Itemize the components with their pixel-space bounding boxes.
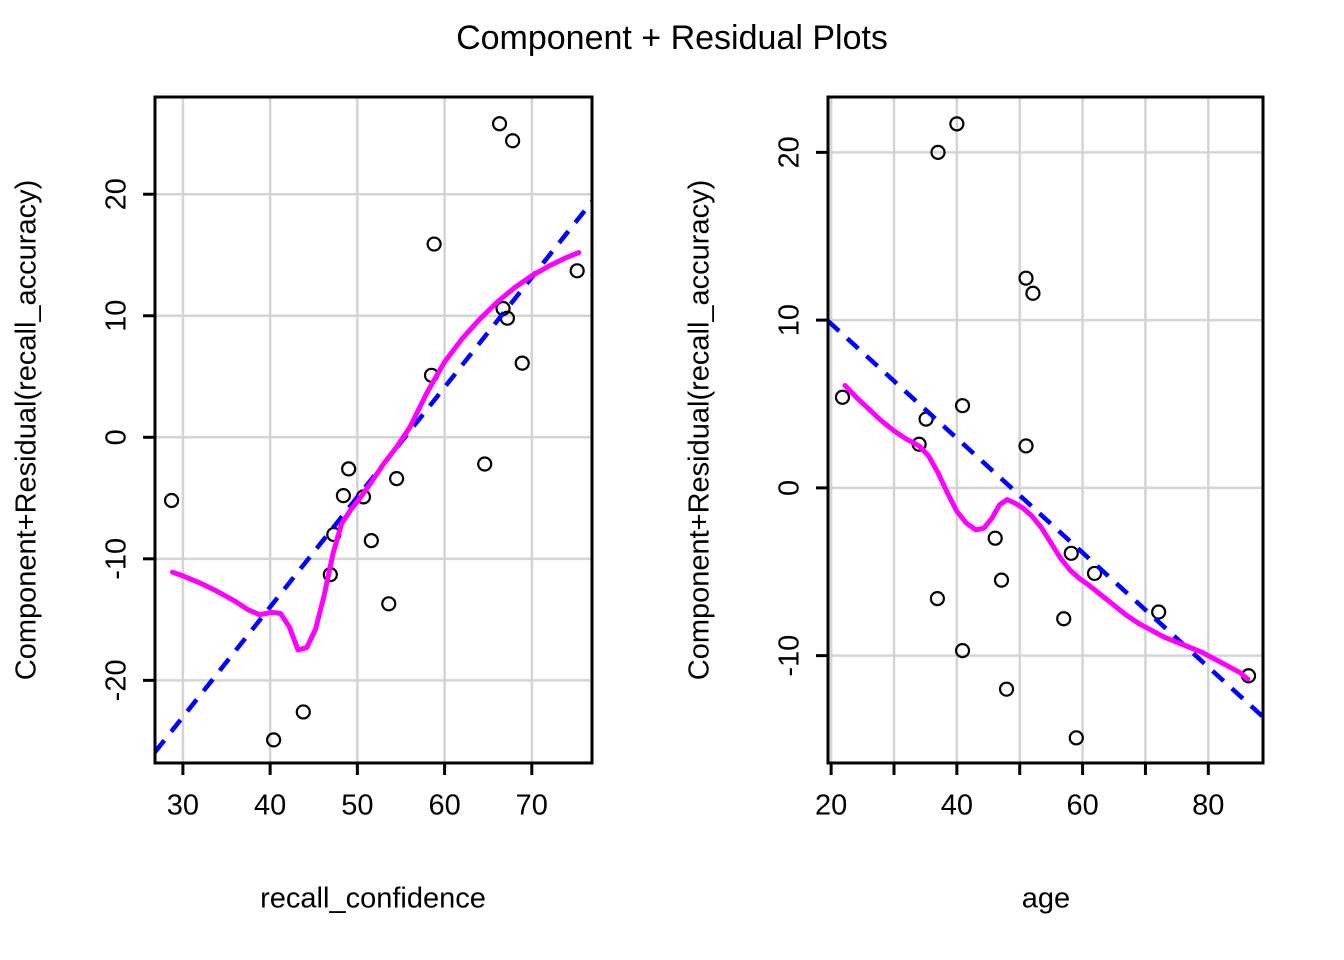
data-point [930,144,946,160]
y-axis-tick-label: 20 [774,136,806,168]
y-axis-tick-label: 0 [101,429,133,445]
y-axis-label-right: Component+Residual(recall_accuracy) [684,180,716,681]
data-point [266,732,282,748]
x-axis-tick-label: 60 [1066,790,1098,822]
data-point [1025,285,1041,301]
data-point [987,530,1003,546]
x-axis-tick-label: 60 [428,790,460,822]
x-axis-label-right: age [1022,883,1070,915]
x-axis-tick-label: 80 [1192,790,1224,822]
data-point [1151,604,1167,620]
data-point [954,398,971,414]
y-axis-label-left: Component+Residual(recall_accuracy) [11,180,43,681]
data-point [954,643,971,659]
data-point [491,116,508,132]
data-point [426,236,442,252]
right-panel-age-plot: 20 40 60 80 -10 0 10 20 [774,95,1265,822]
data-point [1056,611,1072,627]
y-axis-tick-label: 10 [101,300,133,332]
y-axis-tick-label: 20 [101,178,133,210]
data-point [505,133,521,149]
data-point [163,492,180,509]
x-axis-tick-label: 40 [254,790,286,822]
y-axis-tick-label: -20 [101,659,133,701]
data-point [1018,270,1034,286]
x-axis-tick-label: 30 [167,790,199,822]
linear-fit-line [826,319,1265,719]
data-point [341,461,357,477]
data-point [381,596,397,612]
data-point [949,116,965,132]
data-point [335,488,352,504]
data-point [514,355,530,371]
x-axis-label-left: recall_confidence [260,883,486,915]
data-point [929,590,945,607]
data-point [389,471,405,487]
data-point [1068,730,1084,746]
data-point [1018,438,1034,454]
y-axis-tick-label: -10 [774,635,806,677]
chart-title: Component + Residual Plots [456,19,888,57]
x-axis-tick-label: 50 [341,790,373,822]
loess-smooth-curve [169,250,582,653]
left-panel-recall-confidence-plot: 30 40 50 60 70 -20 -10 0 10 20 [101,95,594,822]
data-point [295,704,311,720]
y-axis-tick-label: 10 [774,304,806,336]
data-point [993,572,1010,588]
plot-box [826,95,1265,765]
data-point [363,532,379,549]
loess-smooth-curve [842,383,1251,682]
data-point [834,389,851,405]
data-point [569,263,585,279]
y-axis-tick-label: 0 [774,480,806,496]
x-axis-tick-label: 40 [941,790,973,822]
x-axis-tick-label: 20 [815,790,847,822]
data-point [998,681,1015,697]
data-point [1086,565,1103,582]
y-axis-tick-label: -10 [101,538,133,580]
plot-box [153,95,594,765]
data-point [1063,545,1079,561]
x-axis-tick-label: 70 [516,790,548,822]
data-point [477,456,493,472]
